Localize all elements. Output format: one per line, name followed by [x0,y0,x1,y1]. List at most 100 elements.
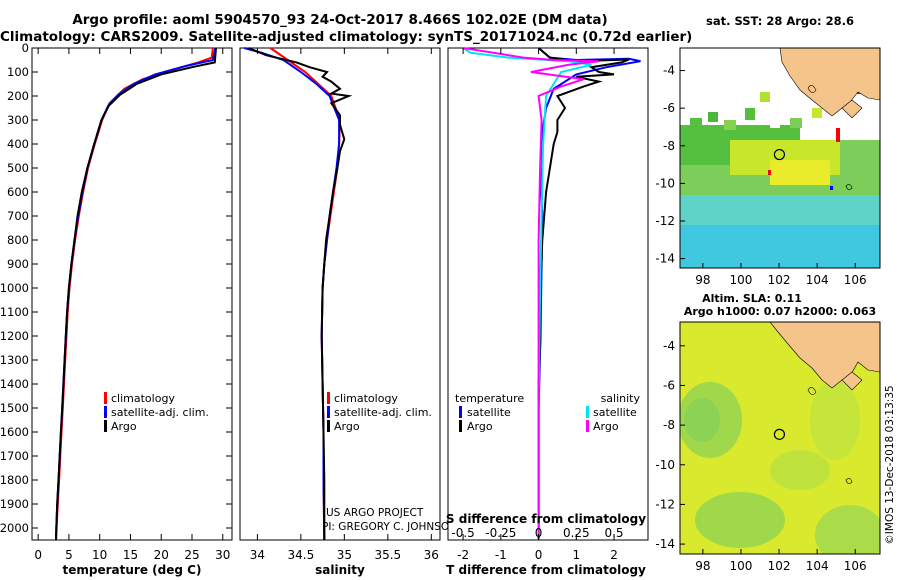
sst-map-ticks: 98 100 102 104 106 -4 -6 -8 -10 -12 -14 [655,64,866,287]
depth-tick-label: 1800 [0,473,29,487]
figure-title-line2: Climatology: CARS2009. Satellite-adjuste… [0,29,693,45]
island-outline [845,478,853,484]
x-tick-label: 15 [123,548,138,562]
depth-tick-label: 1300 [0,353,29,367]
float-position-marker [773,428,786,440]
series-line-argo [55,47,217,541]
lon-tick-label: 104 [806,559,829,573]
x-tick-label: 0 [34,548,42,562]
lat-tick-label: -10 [655,176,675,190]
x-tick-label: 34 [250,548,265,562]
depth-tick-label: 400 [7,137,29,151]
top-x-tick-label: -0.5 [451,526,474,540]
sst-map: sat. SST: 28 Argo: 28.6 [655,14,881,287]
credit-pi: PI: GREGORY C. JOHNSON [322,521,457,533]
depth-tick-label: 2000 [0,521,29,535]
difference-x-ticks: -2 -1 0 1 2 [457,48,618,562]
sumatra-landmass [779,48,880,117]
sst-field-warmest-patch [770,160,830,185]
salinity-x-ticks: 34 34.5 35 35.5 36 [250,48,439,562]
series-line-t-argo [537,47,630,540]
legend-swatch-argo [104,420,107,432]
sst-pixel [708,112,718,122]
series-line-s-satellite [462,47,592,540]
sst-pixel [724,120,736,130]
depth-tick-label: 200 [7,89,29,103]
legend-swatch-s-argo [586,420,589,432]
sst-pixel [790,118,802,128]
legend-label-argo: Argo [334,420,360,433]
legend-swatch-s-satellite [586,406,589,418]
top-x-tick-label: -0.25 [485,526,516,540]
sla-low-patch [695,492,785,548]
x-tick-label: 10 [92,548,107,562]
depth-tick-label: 1600 [0,425,29,439]
legend-swatch-satellite [327,406,330,418]
depth-tick-label: 1200 [0,329,29,343]
x-tick-label: -1 [495,548,507,562]
legend-title-salinity: salinity [601,392,641,405]
legend-label-t-argo: Argo [467,420,493,433]
sla-map-subtitle: Argo h1000: 0.07 h2000: 0.063 [684,305,876,318]
difference-plot-frame [447,47,649,541]
sst-cloud-gap [770,118,780,128]
sst-map-frame [679,47,881,269]
legend-label-climatology: climatology [111,392,175,405]
lon-tick-label: 106 [844,273,867,287]
sla-mid-patch [810,380,860,460]
depth-tick-label: 1500 [0,401,29,415]
sla-map-frame [679,321,881,555]
legend-label-t-satellite: satellite [467,406,511,419]
x-tick-label: 34.5 [288,548,315,562]
sla-map-title: Altim. SLA: 0.11 [702,292,802,305]
lat-tick-label: -8 [663,139,675,153]
legend-swatch-satellite [104,406,107,418]
lon-tick-label: 102 [768,273,791,287]
legend-label-satellite: satellite-adj. clim. [334,406,432,419]
temperature-x-label: temperature (deg C) [63,563,202,577]
sst-field-coolest-band [680,225,880,268]
sst-pixel [745,108,755,120]
temperature-panel: 0 5 10 15 20 25 30 010020030040050060070080090… [0,41,648,577]
figure-title-line1: Argo profile: aoml 5904570_93 24-Oct-201… [72,12,608,28]
sst-map-title: sat. SST: 28 Argo: 28.6 [706,14,854,28]
difference-series-group [462,47,641,540]
depth-tick-label: 900 [7,257,29,271]
depth-tick-label: 500 [7,161,29,175]
x-tick-label: 2 [610,548,618,562]
depth-tick-label: 1900 [0,497,29,511]
legend-swatch-t-satellite [459,406,462,418]
salinity-panel: 34 34.5 35 35.5 36 salinity climatology sate… [239,47,457,577]
legend-label-satellite: satellite-adj. clim. [111,406,209,419]
temperature-x-ticks: 0 5 10 15 20 25 30 [34,48,230,562]
temperature-legend: climatology satellite-adj. clim. Argo [104,392,209,433]
series-line-argo [248,47,353,540]
lon-tick-label: 100 [729,273,752,287]
x-tick-label: 20 [154,548,169,562]
island-outline [807,85,817,93]
depth-tick-label: 300 [7,113,29,127]
island-outline [845,184,853,190]
sla-low-patch [815,505,880,554]
legend-label-s-argo: Argo [593,420,619,433]
legend-swatch-t-argo [459,420,462,432]
imos-stamp: ©IMOS 13-Dec-2018 03:13:35 [884,385,896,544]
salinity-x-label: salinity [315,563,365,577]
x-tick-label: 36 [424,548,439,562]
depth-tick-label: 800 [7,233,29,247]
depth-tick-label: 0 [22,41,29,55]
depth-tick-label: 1100 [0,305,29,319]
sumatra-landmass [769,322,880,389]
x-tick-label: 30 [215,548,230,562]
lat-tick-label: -10 [655,458,675,472]
sla-field [680,322,880,554]
depth-tick-label: 1700 [0,449,29,463]
lat-tick-label: -12 [655,214,675,228]
depth-tick-label: 1400 [0,377,29,391]
legend-label-climatology: climatology [334,392,398,405]
legend-swatch-climatology [327,392,330,404]
sst-hot-pixel [836,128,840,142]
legend-swatch-climatology [104,392,107,404]
legend-label-s-satellite: satellite [593,406,637,419]
